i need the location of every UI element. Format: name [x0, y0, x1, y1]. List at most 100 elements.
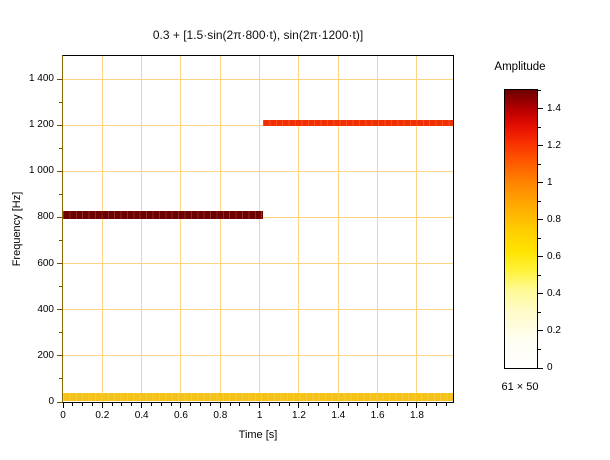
colorbar-tick-label: 0.2 [547, 324, 561, 336]
colorbar-major-tick [538, 293, 543, 295]
y-tick-label: 1 000 [28, 165, 54, 177]
y-minor-tick [59, 332, 62, 334]
colorbar-tick-label: 1 [547, 176, 553, 188]
y-tick-label: 1 200 [28, 119, 54, 131]
x-tick-label: 1.2 [292, 410, 306, 421]
gridline-horizontal [63, 309, 453, 311]
gridline-horizontal [63, 124, 453, 126]
y-major-tick [57, 124, 62, 126]
colorbar-major-tick [538, 182, 543, 184]
x-minor-tick [82, 403, 84, 406]
gridline-vertical [377, 56, 379, 402]
x-minor-tick [170, 403, 172, 406]
x-minor-tick [288, 403, 290, 406]
x-minor-tick [190, 403, 192, 406]
x-minor-tick [160, 403, 162, 406]
x-minor-tick [386, 403, 388, 406]
y-tick-label: 600 [37, 257, 54, 269]
x-minor-tick [357, 403, 359, 406]
x-tick-label: 1.6 [370, 410, 385, 421]
gridline-vertical [141, 56, 143, 402]
colorbar-minor-tick [538, 348, 541, 350]
gridline-vertical [180, 56, 182, 402]
x-major-tick [141, 403, 143, 408]
colorbar-tick-label: 0 [547, 362, 553, 373]
x-major-tick [377, 403, 379, 408]
colorbar-minor-tick [538, 126, 541, 128]
x-tick-label: 0.2 [95, 410, 110, 421]
gridline-horizontal [63, 78, 453, 80]
y-minor-tick [59, 286, 62, 288]
x-minor-tick [91, 403, 93, 406]
y-major-tick [57, 216, 62, 218]
x-minor-tick [278, 403, 280, 406]
x-minor-tick [436, 403, 438, 406]
colorbar-minor-tick [538, 200, 541, 202]
x-major-tick [101, 403, 103, 408]
y-major-tick [57, 263, 62, 265]
x-tick-label: 0.4 [134, 410, 149, 421]
colorbar-tick-label: 1.4 [547, 102, 561, 114]
y-major-tick [57, 78, 62, 80]
x-tick-label: 1 [256, 410, 263, 421]
y-axis-label: Frequency [Hz] [11, 191, 23, 267]
x-minor-tick [249, 403, 251, 406]
colorbar-tick-label: 0.4 [547, 287, 561, 299]
colorbar-minor-tick [538, 89, 541, 91]
x-minor-tick [445, 403, 447, 406]
matrix-size-label: 61 × 50 [501, 381, 539, 393]
x-tick-label: 0 [60, 410, 66, 421]
y-minor-tick [59, 147, 62, 149]
y-major-tick [57, 170, 62, 172]
x-major-tick [259, 403, 261, 408]
x-minor-tick [367, 403, 369, 406]
colorbar-major-tick [538, 219, 543, 221]
x-tick-label: 1.8 [410, 410, 424, 421]
x-minor-tick [121, 403, 123, 406]
x-major-tick [337, 403, 339, 408]
x-minor-tick [308, 403, 310, 406]
gridline-vertical [101, 56, 103, 402]
x-minor-tick [318, 403, 320, 406]
y-minor-tick [59, 240, 62, 242]
colorbar-major-tick [538, 108, 543, 110]
x-tick-label: 1.4 [331, 410, 346, 421]
colorbar-title: Amplitude [494, 61, 546, 73]
gridline-horizontal [63, 263, 453, 265]
gridline-horizontal [63, 170, 453, 172]
x-axis-label: Time [s] [238, 429, 278, 441]
y-minor-tick [59, 101, 62, 103]
chart-title: 0.3 + [1.5·sin(2π·800·t), sin(2π·1200·t)… [152, 28, 364, 42]
colorbar-tick-label: 1.2 [547, 139, 561, 151]
y-major-tick [57, 355, 62, 357]
x-minor-tick [406, 403, 408, 406]
gridline-vertical [219, 56, 221, 402]
y-tick-label: 400 [37, 303, 54, 315]
colorbar-minor-tick [538, 237, 541, 239]
x-tick-label: 0.6 [174, 410, 188, 421]
y-minor-tick [59, 193, 62, 195]
x-minor-tick [229, 403, 231, 406]
colorbar-major-tick [538, 145, 543, 147]
plot-area [62, 55, 454, 403]
x-minor-tick [239, 403, 241, 406]
colorbar-tick-label: 0.8 [547, 213, 561, 225]
gridline-vertical [337, 56, 339, 402]
x-minor-tick [131, 403, 133, 406]
x-minor-tick [72, 403, 74, 406]
y-tick-label: 1 400 [28, 73, 54, 85]
x-major-tick [180, 403, 182, 408]
dc-offset-band [63, 393, 453, 401]
x-minor-tick [426, 403, 428, 406]
x-major-tick [62, 403, 64, 408]
gridline-vertical [259, 56, 261, 402]
x-minor-tick [268, 403, 270, 406]
colorbar [504, 89, 538, 369]
800hz-tone-band [63, 210, 263, 219]
y-minor-tick [59, 378, 62, 380]
colorbar-major-tick [538, 256, 543, 258]
gridline-vertical [416, 56, 418, 402]
1200hz-tone-band [262, 119, 453, 127]
y-tick-label: 200 [37, 349, 54, 361]
